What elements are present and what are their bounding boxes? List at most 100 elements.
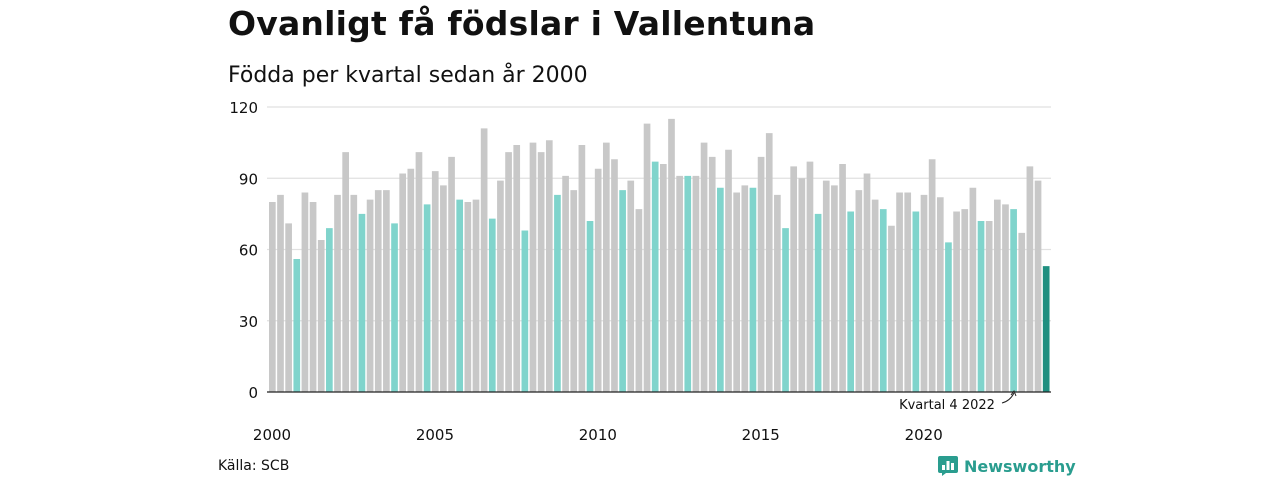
bar: [407, 168, 415, 392]
bar: [415, 152, 423, 393]
bar: [350, 194, 358, 393]
bar: [586, 221, 594, 392]
bar: [537, 152, 545, 393]
bar: [317, 240, 325, 392]
bar: [635, 209, 643, 392]
bar: [700, 142, 708, 393]
bar: [660, 164, 667, 392]
chart-title: Ovanligt få födslar i Vallentuna: [228, 4, 816, 43]
bar: [554, 194, 561, 393]
bar: [757, 156, 765, 393]
bar: [578, 145, 586, 392]
bar: [374, 190, 382, 393]
x-tick-label: 2015: [742, 426, 780, 444]
y-tick-label: 30: [239, 313, 258, 331]
bar: [969, 187, 977, 392]
annotation: Kvartal 4 2022: [899, 389, 1017, 413]
bar: [863, 173, 871, 392]
bar: [765, 133, 773, 393]
bar: [326, 228, 333, 393]
annotation-arrowhead: [1010, 389, 1017, 397]
bar: [961, 209, 969, 392]
bar: [831, 185, 838, 393]
bar: [505, 152, 512, 393]
bar: [399, 173, 407, 392]
bar: [896, 192, 903, 392]
bar: [928, 159, 936, 392]
bar: [309, 202, 317, 392]
newsworthy-logo-icon: [938, 456, 958, 476]
bar: [1002, 204, 1009, 393]
bar: [993, 199, 1001, 393]
bar: [847, 211, 855, 392]
bar: [521, 230, 529, 392]
bar: [594, 168, 602, 392]
bar: [668, 118, 675, 393]
bar: [472, 199, 480, 393]
annotation-label: Kvartal 4 2022: [899, 398, 995, 413]
bar: [936, 197, 944, 392]
bar: [448, 156, 455, 393]
bar: [562, 175, 569, 393]
axes: 0 30 60 90 120 2000 2005 2010 2015 2020: [229, 99, 1051, 444]
bar: [651, 161, 659, 393]
bar: [464, 202, 472, 392]
bar: [301, 192, 309, 392]
bars: [269, 118, 1050, 393]
bar: [1026, 166, 1034, 393]
bar: [529, 142, 537, 393]
bar: [277, 194, 284, 393]
bar: [602, 142, 610, 393]
bar: [497, 180, 504, 393]
bar: [383, 190, 390, 393]
bar: [619, 190, 626, 393]
bar: [953, 211, 960, 392]
bar: [749, 187, 757, 392]
bar: [888, 225, 895, 392]
bar: [513, 145, 521, 392]
bar: [545, 140, 553, 392]
bar: [920, 194, 928, 393]
x-tick-label: 2000: [253, 426, 291, 444]
bar: [871, 199, 879, 393]
bar: [1010, 209, 1017, 392]
chart-subtitle: Födda per kvartal sedan år 2000: [228, 63, 588, 88]
bar-chart: 0 30 60 90 120 2000 2005 2010 2015 2020 Kvartal 4…: [229, 99, 1051, 444]
bar: [1042, 266, 1050, 393]
bar: [480, 128, 488, 393]
y-tick-label: 0: [248, 384, 258, 402]
newsworthy-logo: Newsworthy: [938, 456, 1076, 476]
bar: [717, 187, 724, 392]
bar: [358, 213, 366, 393]
bar: [798, 178, 806, 392]
bar: [822, 180, 830, 393]
x-tick-label: 2005: [416, 426, 454, 444]
bar: [643, 123, 651, 393]
bar: [1018, 232, 1026, 393]
x-tick-label: 2020: [905, 426, 943, 444]
bar: [391, 223, 398, 393]
bar: [855, 190, 863, 393]
bar: [570, 190, 578, 393]
y-tick-label: 120: [229, 99, 258, 117]
annotation-arrow: [1001, 392, 1015, 404]
bar: [456, 199, 464, 393]
bar: [912, 211, 920, 392]
bar: [879, 209, 887, 392]
x-tick-label: 2010: [579, 426, 617, 444]
bar: [611, 159, 618, 392]
bar: [733, 192, 740, 392]
y-tick-label: 60: [239, 242, 258, 260]
bar: [985, 221, 993, 392]
bar: [725, 149, 732, 392]
bar: [684, 175, 692, 393]
bar: [366, 199, 374, 393]
bar: [269, 202, 276, 392]
bar: [945, 242, 952, 393]
bar: [741, 185, 749, 393]
bar: [839, 164, 846, 392]
bar: [627, 180, 635, 393]
bar: [708, 156, 716, 393]
bar: [676, 175, 683, 393]
bar: [423, 204, 431, 393]
